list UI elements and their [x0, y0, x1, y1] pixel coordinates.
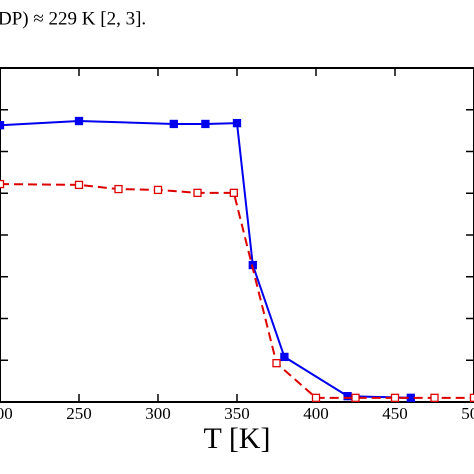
x-tick-label: 400 — [303, 404, 329, 423]
marker — [280, 352, 289, 362]
marker — [153, 185, 163, 195]
marker — [311, 393, 321, 402]
marker — [232, 118, 242, 128]
marker — [272, 359, 281, 368]
marker — [201, 119, 210, 129]
x-axis-label: T [K] — [204, 422, 271, 455]
caption-text: DP) ≈ 229 K [2, 3]. — [0, 8, 146, 29]
marker — [74, 180, 84, 190]
x-tick-label: 500 — [461, 404, 474, 423]
marker — [0, 121, 5, 130]
marker — [351, 393, 360, 402]
marker — [469, 393, 474, 402]
series-line — [0, 183, 474, 399]
marker — [0, 179, 5, 189]
x-tick-label: 300 — [145, 404, 171, 423]
marker — [343, 392, 352, 401]
marker — [74, 116, 84, 126]
x-tick-label: 200 — [0, 404, 13, 423]
marker — [193, 188, 202, 197]
x-tick-label: 250 — [66, 404, 92, 423]
plot-frame — [0, 67, 474, 403]
x-tick-label: 350 — [224, 404, 250, 423]
marker — [169, 119, 178, 129]
marker — [229, 188, 238, 197]
x-tick-label: 450 — [382, 404, 408, 423]
marker — [390, 393, 400, 402]
marker — [114, 184, 123, 194]
series-line — [0, 120, 411, 399]
marker — [430, 393, 439, 402]
